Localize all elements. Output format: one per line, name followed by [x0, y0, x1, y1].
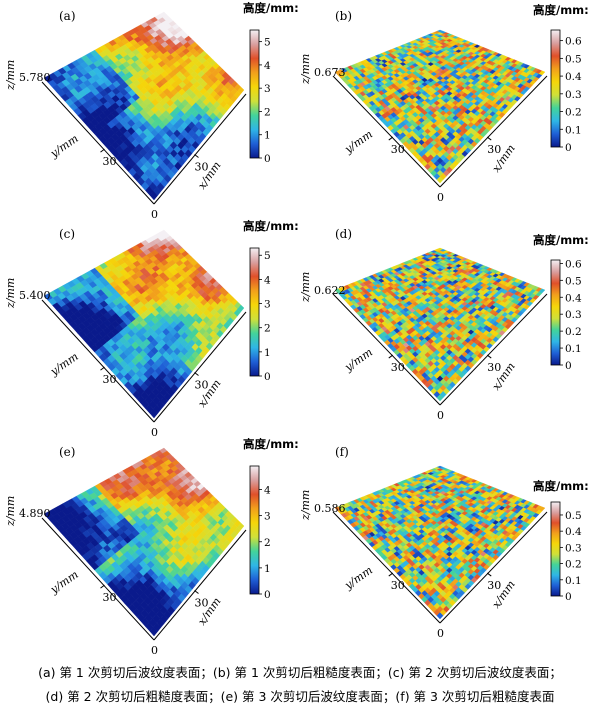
x-tick — [194, 372, 199, 376]
y-tick — [100, 584, 105, 589]
surface-b — [334, 29, 546, 184]
z-axis-label: z/mm — [299, 54, 312, 85]
x-tick — [194, 154, 199, 158]
z-axis-label: z/mm — [299, 272, 312, 303]
colorbar-title: 高度/mm: — [243, 1, 299, 15]
origin-label: 0 — [437, 409, 444, 422]
colorbar-tick-label: 0.5 — [565, 53, 582, 65]
panel-label: (d) — [335, 227, 352, 241]
colorbar-tick-label: 2 — [264, 537, 271, 549]
colorbar-title: 高度/mm: — [533, 233, 589, 247]
colorbar-tick-label: 0.2 — [565, 107, 582, 119]
colorbar-tick-label: 4 — [264, 274, 271, 286]
colorbar-tick-label: 5 — [264, 250, 271, 262]
colorbar — [550, 29, 561, 148]
colorbar-tick-label: 1 — [264, 563, 271, 575]
colorbar — [249, 465, 260, 595]
colorbar-tick-label: 0.5 — [565, 275, 582, 287]
y-axis-label: y/mm — [47, 350, 81, 379]
colorbar-tick-label: 1 — [264, 130, 271, 142]
colorbar-tick-label: 0.6 — [565, 258, 582, 270]
colorbar-tick-label: 0.1 — [565, 124, 582, 136]
y-tick — [100, 148, 105, 153]
panel-label: (e) — [59, 445, 75, 459]
colorbar-tick-label: 3 — [264, 511, 271, 523]
z-max-label: 5.780 — [19, 71, 51, 84]
colorbar-tick-label: 0.4 — [565, 71, 582, 83]
origin-label: 0 — [437, 191, 444, 204]
colorbar-tick-label: 3 — [264, 83, 271, 95]
colorbar — [550, 259, 561, 366]
origin-label: 0 — [151, 426, 158, 439]
colorbar-tick-label: 4 — [264, 60, 271, 72]
colorbar — [249, 29, 260, 159]
x-tick — [194, 590, 199, 594]
colorbar-tick-label: 0 — [264, 589, 271, 601]
colorbar-tick-label: 5 — [264, 37, 271, 49]
z-axis-label: z/mm — [4, 496, 17, 527]
z-max-label: 0.673 — [314, 66, 346, 79]
y-tick-label: 30 — [103, 591, 117, 604]
surface-d — [334, 247, 546, 402]
surface-a — [43, 11, 245, 201]
y-axis-label: y/mm — [342, 346, 376, 375]
y-tick — [388, 136, 394, 141]
y-tick-label: 30 — [103, 373, 117, 386]
y-tick-label: 30 — [391, 361, 405, 374]
colorbar-tick-label: 0.1 — [565, 343, 582, 355]
x-tick — [486, 354, 492, 359]
colorbar-tick-label: 0 — [565, 360, 572, 372]
colorbar-tick-label: 1 — [264, 347, 271, 359]
y-tick — [100, 366, 105, 371]
colorbar — [249, 247, 260, 377]
colorbar-tick-label: 3 — [264, 299, 271, 311]
colorbar-title: 高度/mm: — [243, 219, 299, 233]
colorbar-title: 高度/mm: — [243, 437, 299, 451]
panel-label: (c) — [59, 227, 75, 241]
z-max-label: 4.890 — [19, 507, 51, 520]
panel-label: (b) — [335, 9, 352, 23]
y-tick-label: 30 — [391, 143, 405, 156]
colorbar-tick-label: 0.6 — [565, 36, 582, 48]
z-axis-label: z/mm — [4, 278, 17, 309]
origin-label: 0 — [151, 208, 158, 221]
colorbar-tick-label: 2 — [264, 323, 271, 335]
colorbar-tick-label: 0.4 — [565, 292, 582, 304]
z-axis-label: z/mm — [4, 60, 17, 91]
colorbar-tick-label: 0.2 — [565, 326, 582, 338]
colorbar-tick-label: 0.3 — [565, 309, 582, 321]
colorbar-tick-label: 0 — [264, 371, 271, 383]
y-axis-label: y/mm — [47, 568, 81, 597]
y-axis-label: y/mm — [342, 128, 376, 157]
colorbar-tick-label: 4 — [264, 485, 271, 497]
surface-f — [334, 465, 546, 620]
y-tick-label: 30 — [103, 155, 117, 168]
y-axis-label: y/mm — [47, 132, 81, 161]
colorbar-tick-label: 0 — [264, 153, 271, 165]
panel-label: (a) — [59, 9, 76, 23]
z-max-label: 0.622 — [314, 284, 346, 297]
colorbar-title: 高度/mm: — [533, 3, 589, 17]
colorbar-tick-label: 0 — [565, 142, 572, 154]
x-tick — [486, 136, 492, 141]
colorbar-tick-label: 0.3 — [565, 89, 582, 101]
z-max-label: 5.400 — [19, 289, 51, 302]
colorbar-tick-label: 2 — [264, 106, 271, 118]
y-tick — [388, 354, 394, 359]
origin-label: 0 — [151, 644, 158, 655]
